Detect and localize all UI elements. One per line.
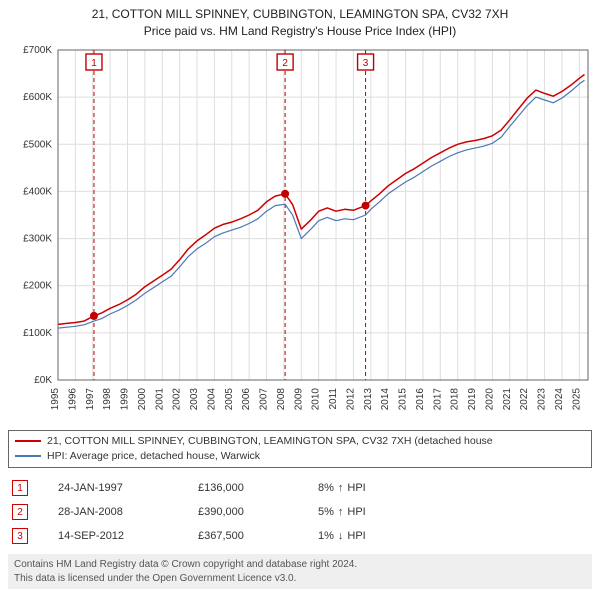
sale-badge: 3 [12,528,28,544]
x-tick-label: 2008 [276,387,287,410]
chart-area: £0K £100K £200K £300K £400K £500K £600K £700K 19… [8,44,592,426]
x-tick-label: 2016 [415,387,426,410]
sale-price: £390,000 [198,506,288,518]
x-tick-label: 2002 [172,387,183,410]
x-tick-label: 1997 [85,387,96,410]
sale-row: 1 24-JAN-1997 £136,000 8%↑HPI [8,476,592,500]
legend-row: 21, COTTON MILL SPINNEY, CUBBINGTON, LEA… [15,434,585,449]
sales-table: 1 24-JAN-1997 £136,000 8%↑HPI 2 28-JAN-2008 £3… [8,476,592,548]
x-tick-label: 2020 [484,387,495,410]
chart-title-block: 21, COTTON MILL SPINNEY, CUBBINGTON, LEA… [0,0,600,42]
x-tick-label: 2014 [380,387,391,410]
sale-row: 2 28-JAN-2008 £390,000 5%↑HPI [8,500,592,524]
event-badge: 1 [91,58,97,69]
legend: 21, COTTON MILL SPINNEY, CUBBINGTON, LEA… [8,430,592,468]
x-tick-label: 1999 [120,387,131,410]
y-tick-label: £400K [23,186,52,197]
title-line-2: Price paid vs. HM Land Registry's House … [10,23,590,40]
x-tick-label: 2004 [206,387,217,410]
x-tick-label: 2015 [398,387,409,410]
x-tick-label: 2019 [467,387,478,410]
x-tick-label: 2017 [432,387,443,410]
sale-marker [90,311,98,319]
y-tick-label: £100K [23,327,52,338]
page-root: 21, COTTON MILL SPINNEY, CUBBINGTON, LEA… [0,0,600,590]
x-tick-label: 2013 [363,387,374,410]
x-tick-label: 2009 [293,387,304,410]
x-tick-label: 1996 [67,387,78,410]
x-tick-label: 2005 [224,387,235,410]
y-tick-label: £500K [23,139,52,150]
y-tick-label: £200K [23,280,52,291]
legend-label: 21, COTTON MILL SPINNEY, CUBBINGTON, LEA… [47,434,493,449]
y-tick-label: £300K [23,233,52,244]
footer-line-1: Contains HM Land Registry data © Crown c… [14,558,586,572]
x-tick-label: 2025 [571,387,582,410]
x-tick-label: 2018 [450,387,461,410]
sale-price: £136,000 [198,482,288,494]
x-tick-label: 2010 [311,387,322,410]
x-tick-label: 1998 [102,387,113,410]
x-tick-label: 2021 [502,387,513,410]
legend-label: HPI: Average price, detached house, Warw… [47,449,260,464]
sale-date: 28-JAN-2008 [58,506,168,518]
x-tick-label: 2007 [259,387,270,410]
sale-marker [281,189,289,197]
y-tick-label: £600K [23,92,52,103]
x-tick-label: 2011 [328,387,339,409]
sale-price: £367,500 [198,530,288,542]
x-tick-label: 2023 [537,387,548,410]
chart-svg: £0K £100K £200K £300K £400K £500K £600K £700K 19… [8,44,592,426]
sale-delta: 1%↓HPI [318,530,408,542]
footer: Contains HM Land Registry data © Crown c… [8,554,592,589]
sale-delta: 8%↑HPI [318,482,408,494]
arrow-up-icon: ↑ [338,482,344,494]
y-tick-label: £700K [23,45,52,56]
x-tick-label: 2006 [241,387,252,410]
y-tick-label: £0K [34,375,52,386]
x-tick-label: 2024 [554,387,565,410]
sale-row: 3 14-SEP-2012 £367,500 1%↓HPI [8,524,592,548]
sale-badge: 2 [12,504,28,520]
x-tick-label: 2012 [345,387,356,410]
legend-row: HPI: Average price, detached house, Warw… [15,449,585,464]
title-line-1: 21, COTTON MILL SPINNEY, CUBBINGTON, LEA… [10,6,590,23]
x-tick-label: 2003 [189,387,200,410]
event-badge: 2 [282,58,288,69]
sale-date: 24-JAN-1997 [58,482,168,494]
sale-date: 14-SEP-2012 [58,530,168,542]
event-badge: 3 [363,58,369,69]
x-tick-label: 2022 [519,387,530,410]
arrow-up-icon: ↑ [338,506,344,518]
sale-badge: 1 [12,480,28,496]
footer-line-2: This data is licensed under the Open Gov… [14,572,586,586]
sale-delta: 5%↑HPI [318,506,408,518]
legend-swatch [15,440,41,442]
arrow-down-icon: ↓ [338,530,344,542]
sale-marker [362,201,370,209]
x-tick-label: 2001 [154,387,165,410]
legend-swatch [15,455,41,457]
x-tick-label: 2000 [137,387,148,410]
x-tick-label: 1995 [50,387,61,410]
